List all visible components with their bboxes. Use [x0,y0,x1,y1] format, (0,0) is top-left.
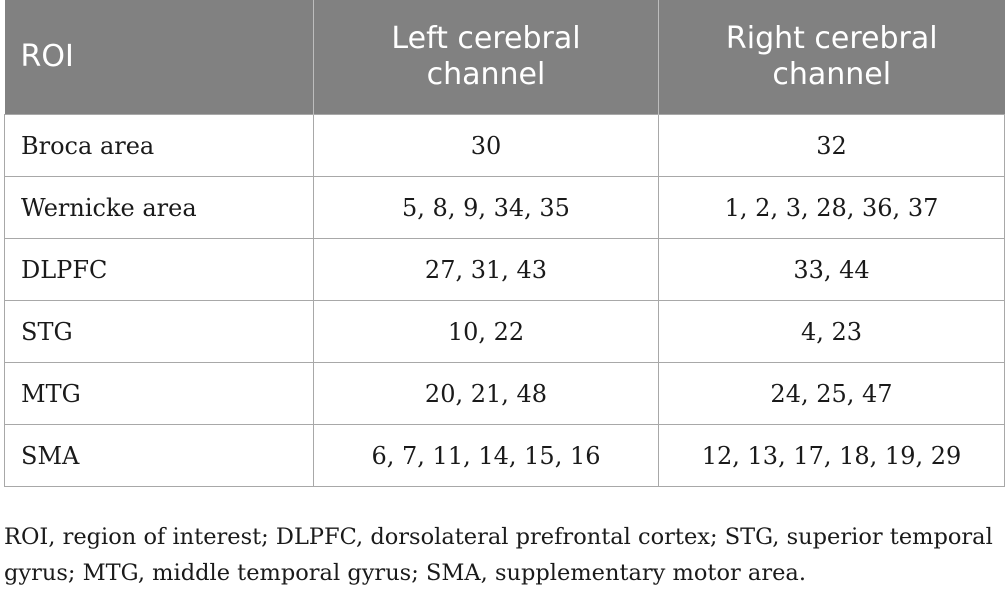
table-row: STG 10, 22 4, 23 [4,300,1005,363]
cell-right-channel: 4, 23 [658,300,1005,363]
cell-left-channel: 10, 22 [313,300,659,363]
cell-right-channel: 24, 25, 47 [658,362,1005,425]
table-row: MTG 20, 21, 48 24, 25, 47 [4,362,1005,425]
cell-roi: Wernicke area [4,176,314,239]
table-body: Broca area 30 32 Wernicke area 5, 8, 9, … [4,114,1005,487]
table-row: SMA 6, 7, 11, 14, 15, 16 12, 13, 17, 18,… [4,424,1005,487]
table-row: DLPFC 27, 31, 43 33, 44 [4,238,1005,301]
roi-channel-table-container: ROI Left cerebral channel Right cerebral… [4,0,1005,487]
table-header: ROI Left cerebral channel Right cerebral… [4,0,1005,115]
cell-roi: MTG [4,362,314,425]
table-row: Broca area 30 32 [4,114,1005,177]
roi-channel-table: ROI Left cerebral channel Right cerebral… [4,0,1005,487]
header-roi: ROI [4,0,314,115]
cell-left-channel: 27, 31, 43 [313,238,659,301]
table-row: Wernicke area 5, 8, 9, 34, 35 1, 2, 3, 2… [4,176,1005,239]
cell-left-channel: 5, 8, 9, 34, 35 [313,176,659,239]
cell-roi: DLPFC [4,238,314,301]
cell-left-channel: 6, 7, 11, 14, 15, 16 [313,424,659,487]
cell-right-channel: 33, 44 [658,238,1005,301]
table-footnote: ROI, region of interest; DLPFC, dorsolat… [4,523,993,586]
header-left-cerebral-channel: Left cerebral channel [313,0,659,115]
cell-roi: STG [4,300,314,363]
header-right-cerebral-channel: Right cerebral channel [658,0,1005,115]
cell-right-channel: 1, 2, 3, 28, 36, 37 [658,176,1005,239]
cell-left-channel: 30 [313,114,659,177]
cell-right-channel: 12, 13, 17, 18, 19, 29 [658,424,1005,487]
cell-left-channel: 20, 21, 48 [313,362,659,425]
cell-roi: Broca area [4,114,314,177]
cell-right-channel: 32 [658,114,1005,177]
header-row: ROI Left cerebral channel Right cerebral… [4,0,1005,115]
cell-roi: SMA [4,424,314,487]
